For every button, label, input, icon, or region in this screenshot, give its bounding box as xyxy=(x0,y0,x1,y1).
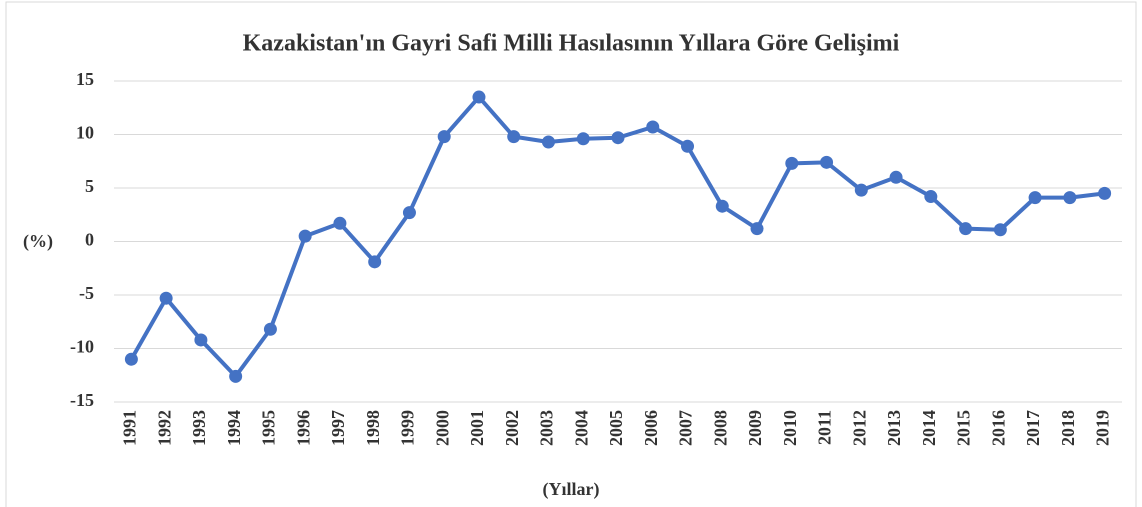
point xyxy=(854,183,868,197)
y-axis-label: (%) xyxy=(23,231,53,252)
x-tick-label: 2007 xyxy=(676,410,696,446)
point xyxy=(159,291,173,305)
point xyxy=(507,130,521,144)
x-tick-label: 2002 xyxy=(502,410,522,446)
y-tick-label: 5 xyxy=(85,176,94,196)
point xyxy=(785,156,799,170)
point xyxy=(541,135,555,149)
y-tick-label: -10 xyxy=(70,337,94,357)
point xyxy=(1063,191,1077,205)
x-tick-label: 2014 xyxy=(919,410,939,446)
x-tick-label: 2016 xyxy=(988,410,1008,446)
point xyxy=(889,170,903,184)
x-tick-label: 1994 xyxy=(224,410,244,446)
x-tick-label: 2009 xyxy=(745,410,765,446)
x-tick-label: 1991 xyxy=(120,410,140,446)
point xyxy=(1028,191,1042,205)
x-axis-label: (Yıllar) xyxy=(543,479,600,500)
point xyxy=(194,333,208,347)
point xyxy=(437,130,451,144)
point xyxy=(402,206,416,220)
point xyxy=(368,255,382,269)
x-tick-label: 2008 xyxy=(710,410,730,446)
x-tick-label: 2003 xyxy=(537,410,557,446)
point xyxy=(263,322,277,336)
y-tick-label: -15 xyxy=(70,390,94,410)
x-tick-label: 2017 xyxy=(1023,410,1043,446)
x-tick-label: 1999 xyxy=(398,410,418,446)
point xyxy=(993,223,1007,237)
y-tick-label: -5 xyxy=(79,283,94,303)
x-tick-label: 2010 xyxy=(780,410,800,446)
point xyxy=(681,139,695,153)
x-tick-label: 2019 xyxy=(1093,410,1113,446)
x-tick-label: 2012 xyxy=(849,410,869,446)
x-tick-label: 2005 xyxy=(606,410,626,446)
chart-frame xyxy=(5,1,1137,507)
point xyxy=(750,222,764,236)
x-tick-label: 1993 xyxy=(189,410,209,446)
x-tick-label: 2015 xyxy=(954,410,974,446)
point xyxy=(124,352,138,366)
x-tick-label: 1998 xyxy=(363,410,383,446)
x-tick-label: 1995 xyxy=(259,410,279,446)
point xyxy=(959,222,973,236)
point xyxy=(576,132,590,146)
x-tick-label: 1997 xyxy=(328,410,348,446)
point xyxy=(1098,186,1112,200)
x-tick-label: 1996 xyxy=(293,410,313,446)
x-tick-label: 2004 xyxy=(571,410,591,446)
point xyxy=(820,155,834,169)
x-tick-label: 2001 xyxy=(467,410,487,446)
x-tick-label: 2018 xyxy=(1058,410,1078,446)
y-tick-label: 0 xyxy=(85,230,94,250)
point xyxy=(715,199,729,213)
y-tick-label: 15 xyxy=(76,69,94,89)
point xyxy=(611,131,625,145)
point xyxy=(229,369,243,383)
point xyxy=(646,120,660,134)
point xyxy=(924,190,938,204)
point xyxy=(298,229,312,243)
x-tick-label: 2013 xyxy=(884,410,904,446)
x-tick-label: 2011 xyxy=(815,410,835,445)
point xyxy=(333,216,347,230)
point xyxy=(472,90,486,104)
x-tick-label: 1992 xyxy=(154,410,174,446)
x-tick-label: 2000 xyxy=(432,410,452,446)
x-tick-label: 2006 xyxy=(641,410,661,446)
chart-title: Kazakistan'ın Gayri Safi Milli Hasılasın… xyxy=(243,31,900,57)
y-tick-label: 10 xyxy=(76,123,94,143)
